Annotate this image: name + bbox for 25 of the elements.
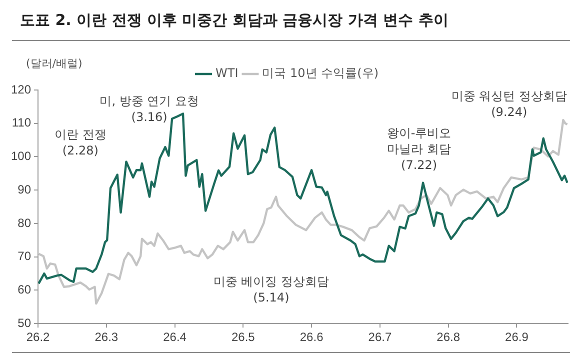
y-tick-label: 60 — [18, 282, 32, 297]
annotation: 이란 전쟁 (2.28) — [54, 128, 106, 158]
x-tick-label: 26.9 — [505, 330, 529, 344]
x-tick-label: 26.3 — [94, 330, 118, 344]
x-tick-label: 26.5 — [231, 330, 256, 344]
y-tick-label: 90 — [18, 182, 32, 196]
y-tick-label: 80 — [18, 216, 32, 230]
x-tick-label: 26.7 — [368, 330, 392, 344]
y-tick-label: 110 — [12, 116, 32, 130]
annotation: 왕이-루비오 마닐라 회담 (7.22) — [386, 126, 452, 172]
y-tick-label: 100 — [10, 149, 32, 164]
annotation: 미중 워싱턴 정상회담 (9.24) — [451, 89, 567, 120]
y-tick-label: 50 — [18, 316, 32, 330]
x-tick-label: 26.4 — [163, 330, 187, 344]
chart-title: 도표 2. 이란 전쟁 이후 미중간 회담과 금융시장 가격 변수 추이 — [20, 11, 448, 30]
x-tick-label: 26.2 — [26, 330, 50, 344]
annotation: 미, 방중 연기 요청 (3.16) — [100, 94, 199, 124]
x-tick-label: 26.8 — [436, 330, 460, 344]
y-axis-title: (달러/배럴) — [26, 56, 82, 71]
y-tick-label: 120 — [10, 82, 32, 96]
annotation: 미중 베이징 정상회담 (5.14) — [213, 274, 330, 304]
legend-label: WTI — [216, 66, 238, 80]
y-tick-label: 70 — [18, 249, 32, 264]
legend-label: 미국 10년 수익률(우) — [262, 66, 378, 80]
x-tick-label: 26.6 — [300, 330, 324, 344]
